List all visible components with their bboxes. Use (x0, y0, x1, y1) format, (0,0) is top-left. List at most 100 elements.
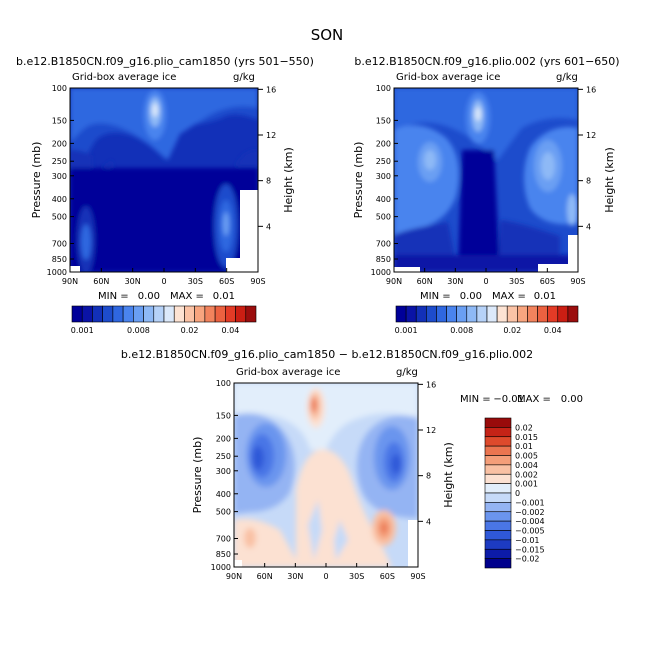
y-right-tick-label: 8 (266, 177, 271, 186)
colorbar-swatch (484, 455, 512, 466)
colorbar-label: −0.005 (515, 527, 545, 536)
colorbar-swatch (415, 305, 427, 323)
y-tick-label: 250 (216, 452, 231, 461)
colorbar-swatch (484, 417, 512, 428)
y-tick-label: 400 (376, 195, 391, 204)
y-tick-label: 1000 (211, 563, 231, 572)
colorbar-swatch (436, 305, 447, 323)
x-tick-label: 30S (509, 277, 524, 286)
colorbar-label: 0.002 (515, 470, 538, 479)
colorbar-swatch (204, 305, 216, 323)
y-tick-label: 500 (52, 213, 67, 222)
y-tick-label: 300 (216, 467, 231, 476)
y-right-tick-label: 4 (426, 517, 431, 526)
y-tick-label: 200 (52, 139, 67, 148)
colorbar-swatch (173, 305, 185, 323)
x-tick-label: 30S (188, 277, 203, 286)
y-right-tick-label: 4 (586, 222, 591, 231)
y-tick-label: 1000 (371, 268, 391, 277)
panel-subtitle: Grid-box average ice (396, 72, 500, 83)
y-tick-label: 1000 (47, 268, 67, 277)
colorbar-swatch (484, 511, 512, 522)
y-right-tick-label: 16 (266, 85, 276, 94)
y-tick-label: 700 (216, 534, 231, 543)
x-tick-label: 30N (125, 277, 141, 286)
y-axis-label: Pressure (mb) (191, 437, 204, 514)
y-tick-label: 100 (216, 379, 231, 388)
x-tick-label: 0 (161, 277, 166, 286)
y-right-tick-label: 8 (426, 472, 431, 481)
colorbar-swatch (245, 305, 257, 323)
y-tick-label: 150 (376, 116, 391, 125)
y-tick-label: 100 (376, 84, 391, 93)
panel-subtitle: Grid-box average ice (72, 72, 176, 83)
x-tick-label: 90S (570, 277, 585, 286)
x-tick-label: 90N (62, 277, 78, 286)
colorbar-swatch (395, 305, 407, 323)
y-tick-label: 250 (376, 157, 391, 166)
colorbar-swatch (456, 305, 468, 323)
y-tick-label: 150 (216, 411, 231, 420)
x-tick-label: 60S (380, 572, 395, 581)
colorbar-swatch (517, 305, 528, 323)
colorbar-label: 0 (515, 489, 520, 498)
min-value: 0.00 (460, 291, 482, 302)
colorbar-swatch (214, 305, 226, 323)
y-tick-label: 850 (52, 255, 67, 264)
colorbar-swatch (163, 305, 175, 323)
max-value: 0.00 (561, 394, 583, 405)
min-label: MIN = (420, 291, 451, 302)
colorbar-swatch (484, 548, 512, 559)
x-tick-label: 90N (226, 572, 242, 581)
colorbar-label: −0.015 (515, 545, 545, 554)
y-tick-label: 250 (52, 157, 67, 166)
colorbar-swatch (184, 305, 195, 323)
colorbar-label: 0.001 (395, 326, 418, 335)
colorbar-label: 0.04 (544, 326, 562, 335)
y-tick-label: 850 (216, 550, 231, 559)
colorbar-swatch (484, 502, 512, 513)
colorbar-swatch (225, 305, 236, 323)
colorbar-label: 0.005 (515, 452, 538, 461)
figure-title: SON (311, 26, 344, 44)
y-axis-right-label: Height (km) (442, 442, 455, 508)
panel-plio002: b.e12.B1850CN.f09_g16.plio.002 (yrs 601−… (352, 55, 620, 335)
x-tick-label: 60N (257, 572, 273, 581)
colorbar-swatch (557, 305, 569, 323)
colorbar-swatch (567, 305, 579, 323)
x-tick-label: 0 (323, 572, 328, 581)
x-tick-label: 60S (219, 277, 234, 286)
y-tick-label: 400 (52, 195, 67, 204)
colorbar-swatch (484, 492, 512, 503)
colorbar-swatch (486, 305, 498, 323)
panel-cam1850: b.e12.B1850CN.f09_g16.plio_cam1850 (yrs … (16, 55, 314, 335)
colorbar: 0.020.0150.010.0050.0040.0020.0010−0.001… (484, 417, 545, 569)
axes: 100 150 200 250 300 400 500 700 850 1000 16 12 8 4 90N… (371, 84, 597, 286)
y-tick-label: 100 (52, 84, 67, 93)
y-tick-label: 850 (376, 255, 391, 264)
colorbar-label: 0.015 (515, 433, 538, 442)
max-label: MAX = (517, 394, 551, 405)
min-value: 0.00 (138, 291, 160, 302)
colorbar-swatch (466, 305, 478, 323)
colorbar-label: 0.02 (515, 423, 533, 432)
colorbar-swatch (81, 305, 93, 323)
y-right-tick-label: 12 (426, 426, 436, 435)
y-tick-label: 500 (216, 508, 231, 517)
panel-title: b.e12.B1850CN.f09_g16.plio_cam1850 (yrs … (16, 55, 314, 68)
colorbar-label: 0.001 (71, 326, 94, 335)
panel-units: g/kg (396, 367, 418, 378)
colorbar-label: 0.02 (181, 326, 199, 335)
colorbar-swatch (484, 530, 512, 541)
min-label: MIN = (98, 291, 129, 302)
y-axis-label: Pressure (mb) (352, 142, 365, 219)
colorbar-swatch (446, 305, 457, 323)
y-axis-label: Pressure (mb) (30, 142, 43, 219)
colorbar-label: 0.004 (515, 461, 538, 470)
x-tick-label: 30S (349, 572, 364, 581)
colorbar-swatch (484, 464, 512, 475)
y-tick-label: 400 (216, 490, 231, 499)
colorbar-swatch (235, 305, 247, 323)
panel-title: b.e12.B1850CN.f09_g16.plio.002 (yrs 601−… (354, 55, 619, 68)
